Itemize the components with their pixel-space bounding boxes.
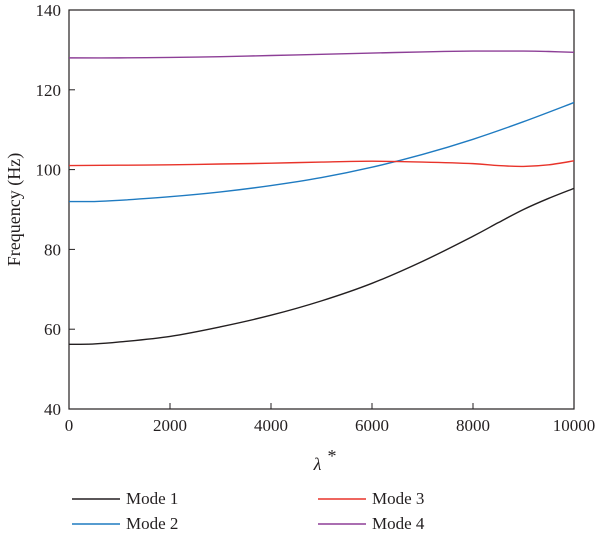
y-tick-label: 80: [44, 240, 61, 259]
x-tick-label: 4000: [254, 416, 288, 435]
x-axis-title: λ *: [313, 446, 337, 474]
y-tick-label: 40: [44, 400, 61, 419]
series-line-mode-1: [68, 187, 575, 346]
x-tick-label: 10000: [553, 416, 596, 435]
y-axis-title: Frequency (Hz): [4, 153, 25, 266]
x-tick-label: 6000: [355, 416, 389, 435]
x-axis-title-text: λ: [313, 454, 322, 474]
plot-area-frame: [68, 9, 575, 410]
legend-label-mode-1: Mode 1: [126, 489, 178, 508]
x-axis-title-superscript: *: [328, 446, 337, 466]
y-tick-label: 120: [36, 81, 62, 100]
legend: Mode 1 Mode 2 Mode 3 Mode 4: [72, 489, 425, 533]
x-tick-label: 8000: [456, 416, 490, 435]
x-tick-label: 2000: [153, 416, 187, 435]
y-tick-label: 100: [36, 161, 62, 180]
x-tick-label: 0: [65, 416, 74, 435]
series-line-mode-2: [68, 101, 575, 203]
legend-label-mode-3: Mode 3: [372, 489, 424, 508]
y-tick-label: 140: [36, 1, 62, 20]
legend-label-mode-2: Mode 2: [126, 514, 178, 533]
y-tick-label: 60: [44, 320, 61, 339]
series-line-mode-4: [68, 50, 575, 59]
series-line-mode-3: [68, 160, 575, 168]
legend-label-mode-4: Mode 4: [372, 514, 425, 533]
